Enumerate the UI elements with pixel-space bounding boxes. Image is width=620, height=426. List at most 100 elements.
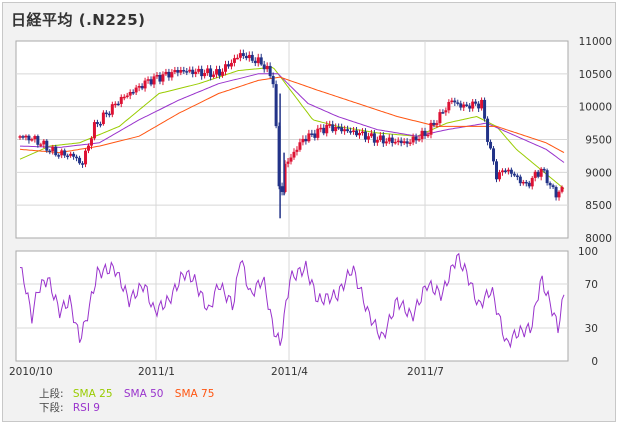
legend-sma25: SMA 25 — [72, 388, 113, 400]
candle-body — [200, 68, 204, 77]
candle-body — [167, 71, 171, 78]
rsi-line — [19, 252, 565, 349]
x-tick-label: 2011/1 — [138, 366, 175, 378]
candle-body — [247, 54, 251, 59]
rsi-plot-area — [15, 250, 569, 362]
candle-body — [134, 87, 138, 93]
candle-body — [378, 135, 382, 141]
candle-body — [387, 137, 391, 142]
candle-body — [322, 127, 326, 134]
candle-body — [506, 169, 510, 172]
candle-body — [319, 127, 323, 130]
price-y-tick-label: 8500 — [585, 200, 612, 212]
candle-body — [408, 142, 412, 144]
candle-body — [122, 96, 126, 99]
candle-body — [51, 146, 55, 152]
candle-body — [170, 72, 174, 78]
candle-body — [360, 131, 364, 134]
candle-body — [283, 163, 287, 192]
candle-body — [521, 181, 525, 184]
candle-body — [24, 135, 28, 138]
candle-body — [310, 133, 314, 135]
candle-body — [393, 141, 397, 144]
candle-layer — [18, 49, 564, 219]
candle-body — [274, 84, 278, 127]
candle-body — [152, 76, 156, 85]
legend-sma75: SMA 75 — [174, 388, 215, 400]
candle-body — [298, 142, 302, 150]
candle-body — [518, 176, 522, 184]
candle-body — [95, 122, 99, 124]
sma-line — [19, 76, 565, 154]
candle-body — [253, 60, 257, 64]
candle-body — [432, 122, 436, 125]
candle-body — [271, 76, 275, 85]
candle-body — [414, 136, 418, 141]
sma-line — [20, 73, 565, 163]
candle-body — [462, 104, 466, 108]
candle-body — [241, 53, 245, 56]
candle-body — [110, 104, 114, 115]
candle-body — [480, 99, 484, 109]
candle-body — [286, 161, 290, 164]
candle-body — [173, 70, 177, 73]
candle-body — [349, 131, 353, 133]
candle-body — [402, 141, 406, 144]
candle-body — [304, 138, 308, 142]
candle-body — [456, 102, 460, 104]
candle-body — [194, 71, 198, 75]
candle-body — [289, 157, 293, 162]
candle-body — [331, 124, 335, 132]
candle-body — [515, 175, 519, 178]
candle-body — [92, 122, 96, 139]
candle-body — [72, 153, 76, 157]
candle-body — [244, 55, 248, 59]
candle-body — [280, 186, 284, 192]
candle-body — [188, 69, 192, 72]
price-y-tick-label: 8000 — [585, 233, 612, 245]
candle-body — [128, 91, 132, 96]
candle-body — [548, 183, 552, 186]
candle-body — [539, 168, 543, 177]
candle-body — [131, 91, 135, 94]
candle-body — [262, 64, 266, 70]
candle-body — [429, 122, 433, 135]
candle-body — [453, 100, 457, 103]
candle-body — [265, 65, 269, 70]
candle-body — [54, 146, 58, 156]
candle-body — [426, 134, 430, 137]
candle-body — [75, 156, 79, 159]
candle-body — [465, 104, 469, 107]
candle-body — [494, 161, 498, 180]
candle-body — [358, 132, 362, 136]
candle-body — [343, 129, 347, 132]
candle-body — [223, 64, 227, 72]
candle-body — [185, 71, 189, 73]
candle-body — [39, 144, 43, 146]
candle-body — [524, 181, 528, 184]
candle-body — [45, 140, 49, 151]
candle-body — [119, 96, 123, 104]
candle-body — [533, 171, 537, 178]
candle-body — [438, 112, 442, 124]
candle-body — [238, 53, 242, 58]
candle-body — [477, 103, 481, 109]
candle-body — [363, 131, 367, 140]
candle-body — [489, 141, 493, 149]
candle-body — [423, 130, 427, 136]
candle-body — [250, 54, 254, 61]
legend: 上段: SMA 25 SMA 50 SMA 75 下段: RSI 9 — [39, 387, 222, 415]
candle-body — [149, 79, 153, 85]
legend-rsi9: RSI 9 — [72, 402, 100, 414]
candle-body — [256, 57, 260, 64]
candle-body — [27, 135, 31, 141]
candle-body — [116, 103, 120, 106]
candle-body — [42, 140, 46, 145]
candle-body — [63, 150, 67, 156]
candle-body — [500, 170, 504, 173]
candle-body — [328, 124, 332, 126]
candle-body — [372, 133, 376, 143]
candle-body — [101, 112, 105, 125]
rsi-y-tick-label: 100 — [578, 246, 598, 258]
candle-body — [557, 191, 561, 198]
